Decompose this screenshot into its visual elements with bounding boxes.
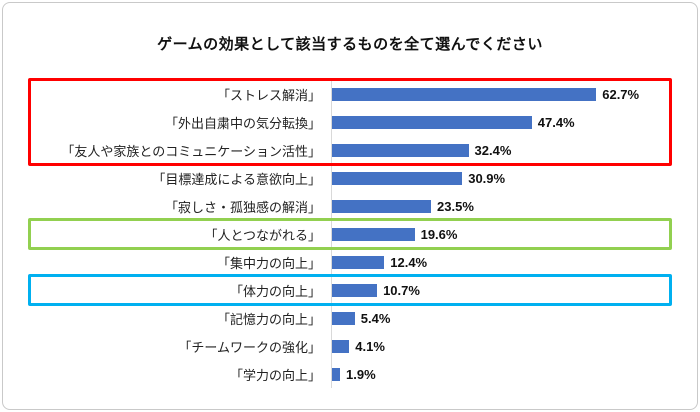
chart-row: 「寂しさ・孤独感の解消」 23.5% bbox=[31, 192, 669, 220]
category-label: 「チームワークの強化」 bbox=[178, 339, 321, 355]
value-label: 30.9% bbox=[468, 170, 506, 186]
bar bbox=[332, 115, 532, 129]
value-label: 47.4% bbox=[537, 114, 575, 130]
chart-row: 「友人や家族とのコミュニケーション活性」 32.4% bbox=[31, 136, 669, 164]
chart-row: 「外出自粛中の気分転換」 47.4% bbox=[31, 108, 669, 136]
bar-area: 10.7% bbox=[331, 276, 669, 304]
value-label: 5.4% bbox=[360, 310, 391, 326]
bar bbox=[332, 199, 432, 213]
category-label: 「学力の向上」 bbox=[229, 367, 321, 383]
chart-row: 「チームワークの強化」 4.1% bbox=[31, 332, 669, 360]
category-label: 「人とつながれる」 bbox=[204, 227, 321, 243]
category-label: 「目標達成による意欲向上」 bbox=[152, 171, 321, 187]
bar bbox=[332, 367, 340, 381]
category-label: 「記憶力の向上」 bbox=[216, 311, 321, 327]
bar bbox=[332, 143, 469, 157]
chart-title: ゲームの効果として該当するものを全て選んでください bbox=[157, 36, 543, 53]
bar-area: 4.1% bbox=[331, 332, 669, 360]
chart-row: 「目標達成による意欲向上」 30.9% bbox=[31, 164, 669, 192]
value-label: 19.6% bbox=[420, 226, 458, 242]
value-label: 1.9% bbox=[346, 366, 376, 382]
value-label: 62.7% bbox=[602, 86, 640, 102]
value-label: 12.4% bbox=[390, 254, 428, 270]
value-label: 23.5% bbox=[437, 198, 474, 214]
bar-area: 47.4% bbox=[331, 108, 669, 136]
bar-chart: 「ストレス解消」 62.7% 「外出自粛中の気分転換」 47.4% 「友人や家族とのコミ… bbox=[28, 78, 672, 388]
chart-row: 「体力の向上」 10.7% bbox=[31, 276, 669, 304]
bar-area: 1.9% bbox=[331, 360, 669, 388]
value-label: 4.1% bbox=[355, 338, 385, 354]
chart-row: 「記憶力の向上」 5.4% bbox=[31, 304, 669, 332]
bar-area: 30.9% bbox=[331, 164, 669, 192]
bar bbox=[332, 227, 415, 241]
bar-area: 62.7% bbox=[331, 80, 669, 108]
bar bbox=[332, 283, 378, 297]
category-label: 「体力の向上」 bbox=[229, 283, 321, 299]
chart-row: 「学力の向上」 1.9% bbox=[31, 360, 669, 388]
category-label: 「友人や家族とのコミュニケーション活性」 bbox=[61, 143, 321, 159]
bar bbox=[332, 255, 385, 269]
category-label: 「集中力の向上」 bbox=[216, 255, 321, 271]
bar-area: 12.4% bbox=[331, 248, 669, 276]
bar-area: 32.4% bbox=[331, 136, 669, 164]
chart-row: 「ストレス解消」 62.7% bbox=[31, 80, 669, 108]
bar bbox=[332, 87, 597, 101]
chart-row: 「集中力の向上」 12.4% bbox=[31, 248, 669, 276]
bar bbox=[332, 339, 350, 353]
value-label: 32.4% bbox=[474, 142, 512, 158]
chart-row: 「人とつながれる」 19.6% bbox=[31, 220, 669, 248]
bar-area: 19.6% bbox=[331, 220, 669, 248]
bar-area: 23.5% bbox=[331, 192, 669, 220]
category-label: 「寂しさ・孤独感の解消」 bbox=[164, 199, 321, 215]
bar bbox=[332, 171, 463, 185]
bar-area: 5.4% bbox=[331, 304, 669, 332]
category-label: 「ストレス解消」 bbox=[216, 87, 321, 103]
category-label: 「外出自粛中の気分転換」 bbox=[164, 115, 321, 131]
bar bbox=[332, 311, 355, 325]
value-label: 10.7% bbox=[383, 282, 420, 298]
